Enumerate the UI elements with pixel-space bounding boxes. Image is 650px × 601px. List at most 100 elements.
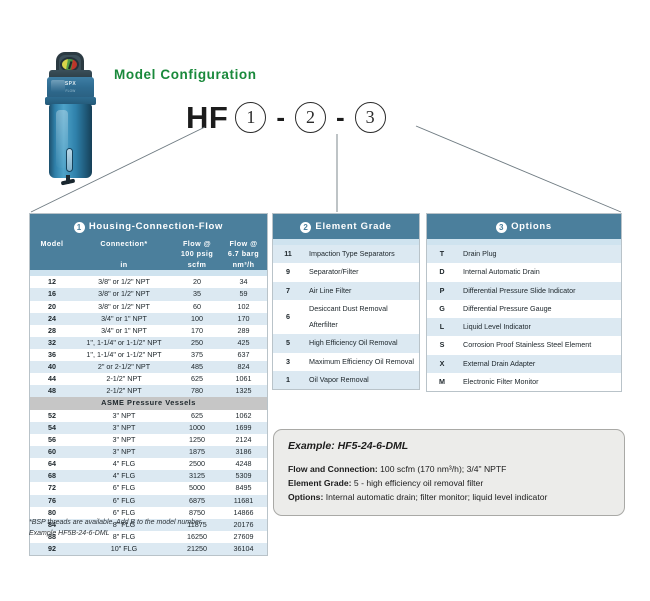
cell-nm3h: 824: [220, 360, 267, 374]
example-line-value: 100 scfm (170 nm³/h); 3/4" NPTF: [377, 464, 507, 474]
cell-connection: 3" NPT: [74, 421, 174, 435]
model-code-separator-2: -: [336, 102, 345, 132]
cell-connection: 2-1/2" NPT: [74, 385, 174, 398]
example-line-value: 5 - high efficiency oil removal filter: [351, 477, 484, 488]
cell-connection: 1", 1-1/4" or 1-1/2" NPT: [86, 349, 162, 359]
example-line: Element Grade: 5 - high efficiency oil r…: [288, 477, 610, 491]
cell-model: 40: [30, 360, 74, 374]
cell-model: 28: [48, 325, 56, 335]
cell-model: 92: [30, 542, 74, 555]
cell-nm3h: 1325: [220, 385, 267, 398]
cell-scfm: 485: [174, 360, 220, 374]
col-flow-nm3h-l1: Flow @: [229, 239, 258, 248]
table-row: 6 Desiccant Dust Removal Afterfilter: [273, 300, 419, 335]
table-row: G Differential Pressure Gauge: [427, 300, 621, 318]
housing-table-footnote: *BSP threads are available. Add B to the…: [29, 518, 274, 540]
table-row: 52 3" NPT 625 1062: [30, 410, 267, 422]
cell-model: 80: [48, 507, 56, 517]
housing-table-head: Model Connection* x in Flow @ 100 psig s…: [30, 239, 267, 277]
cell-code: 1: [273, 371, 303, 390]
element-grade-table: 2 Element Grade 11 Impaction Type Separato…: [272, 213, 420, 391]
col-flow-nm3h-l3: nm³/h: [232, 259, 255, 269]
table-row: 1 Oil Vapor Removal: [273, 371, 419, 390]
cell-scfm: 11875: [174, 518, 220, 531]
cell-code: L: [427, 318, 457, 337]
housing-bowl: [49, 104, 92, 178]
cell-scfm: 8750: [189, 507, 205, 517]
cell-nm3h: 36104: [220, 542, 267, 555]
cell-description: Corrosion Proof Stainless Steel Element: [463, 340, 592, 350]
cell-connection: 4" FLG: [112, 459, 136, 469]
cell-description: Impaction Type Separators: [303, 245, 419, 264]
cell-model: 88: [48, 531, 56, 541]
table-row: 3 Maximum Efficiency Oil Removal: [273, 353, 419, 371]
options-body: T Drain Plug D Internal Automatic Drain P Dif…: [427, 245, 621, 391]
table-row: 92 10" FLG 21250 36104: [30, 542, 267, 555]
col-flow-nm3h: Flow @ 6.7 barg nm³/h: [220, 239, 267, 270]
table-row: S Corrosion Proof Stainless Steel Element: [427, 336, 621, 354]
options-title: Options: [511, 221, 552, 232]
table-row: 64 4" FLG 2500 4248: [30, 458, 267, 470]
table-row: 5 High Efficiency Oil Removal: [273, 334, 419, 353]
housing-column-header-row: Model Connection* x in Flow @ 100 psig s…: [30, 239, 267, 271]
col-flow-scfm-l2: 100 psig: [180, 249, 214, 259]
table-row: 72 6" FLG 5000 8495: [30, 482, 267, 494]
table-row: 68 4" FLG 3125 5309: [30, 470, 267, 483]
cell-model: 84: [30, 518, 74, 531]
cell-model: 16: [30, 288, 74, 301]
table-row: 56 3" NPT 1250 2124: [30, 434, 267, 446]
cell-connection: 3" NPT: [74, 446, 174, 459]
cell-connection: 2-1/2" NPT: [106, 374, 142, 384]
sight-glass-icon: [66, 148, 73, 172]
cell-model: 52: [48, 410, 56, 420]
table-row: P Differential Pressure Slide Indicator: [427, 281, 621, 300]
cell-scfm: 1250: [189, 435, 205, 445]
table-row: 28 3/4" or 1" NPT 170 289: [30, 325, 267, 337]
cell-connection: 3/4" or 1" NPT: [74, 312, 174, 325]
cell-code: 9: [286, 267, 290, 277]
cell-description: High Efficiency Oil Removal: [303, 334, 419, 353]
housing-table-grid: Model Connection* x in Flow @ 100 psig s…: [30, 239, 267, 555]
page-title: Model Configuration: [114, 67, 257, 82]
example-lines: Flow and Connection: 100 scfm (170 nm³/h…: [288, 463, 610, 505]
cell-scfm: 1000: [174, 421, 220, 435]
cell-connection: 6" FLG: [112, 507, 136, 517]
col-model: Model: [30, 239, 74, 270]
cell-model: 44: [48, 374, 56, 384]
model-code-segment-3: 3: [354, 101, 386, 133]
col-flow-nm3h-l2: 6.7 barg: [227, 249, 260, 259]
cell-scfm: 2500: [189, 459, 205, 469]
cell-connection: 8" FLG: [74, 518, 174, 531]
cell-nm3h: 4248: [235, 459, 252, 469]
cell-scfm: 20: [193, 277, 201, 287]
cell-nm3h: 27609: [233, 531, 254, 541]
housing-table-body: 12 3/8" or 1/2" NPT 20 34 16 3/8" or 1/2" NPT…: [30, 276, 267, 555]
table-row: D Internal Automatic Drain: [427, 263, 621, 281]
table-row: 16 3/8" or 1/2" NPT 35 59: [30, 288, 267, 301]
cell-code: G: [439, 303, 445, 313]
options-grid: T Drain Plug D Internal Automatic Drain P Dif…: [427, 245, 621, 391]
housing-connection-flow-table: 1 Housing-Connection-Flow Model Connectio…: [29, 213, 268, 556]
table-row: 24 3/4" or 1" NPT 100 170: [30, 312, 267, 325]
badge-2: 2: [300, 222, 312, 233]
table-row: 12 3/8" or 1/2" NPT 20 34: [30, 276, 267, 288]
housing-subband-row: [30, 270, 267, 277]
table-row: 36 1", 1-1/4" or 1-1/2" NPT 375 637: [30, 349, 267, 361]
cell-connection: 8" FLG: [112, 531, 136, 541]
example-box: Example: HF5-24-6-DML Flow and Connectio…: [273, 429, 625, 516]
cell-description: Air Line Filter: [303, 281, 419, 300]
table-row: 7 Air Line Filter: [273, 281, 419, 300]
footnote-line-2: Example HF5B-24-6-DML: [29, 529, 110, 537]
example-line: Options: Internal automatic drain; filte…: [288, 491, 610, 505]
cell-scfm: 16250: [187, 531, 207, 541]
table-row: 11 Impaction Type Separators: [273, 245, 419, 264]
cell-nm3h: 289: [237, 325, 250, 335]
cell-connection: 10" FLG: [74, 542, 174, 555]
cell-description: Desiccant Dust Removal Afterfilter: [309, 303, 388, 330]
element-grade-header: 2 Element Grade: [273, 214, 419, 239]
cell-connection: 3/8" or 1/2" NPT: [98, 301, 150, 311]
cell-scfm: 1875: [174, 446, 220, 459]
cell-scfm: 6875: [174, 494, 220, 507]
table-row: 32 1", 1-1/4" or 1-1/2" NPT 250 425: [30, 336, 267, 349]
element-grade-title: Element Grade: [315, 221, 392, 232]
